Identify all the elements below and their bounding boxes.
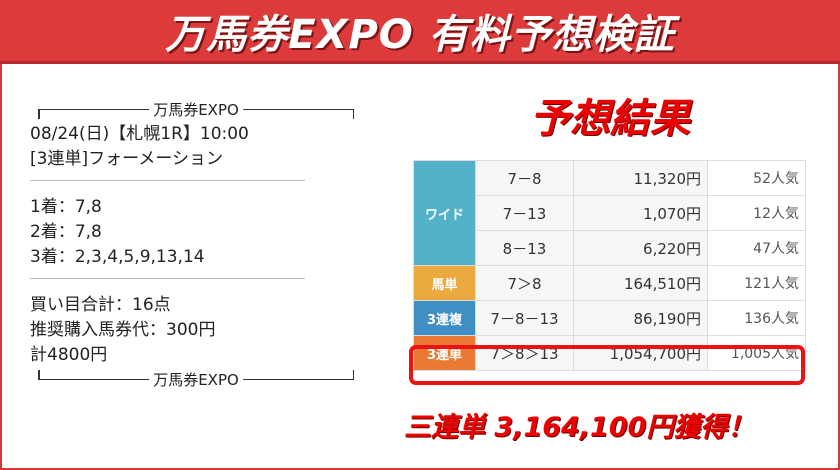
umatan-label: 馬単 bbox=[413, 265, 476, 301]
prediction-panel: 万馬券EXPO 08/24(日)【札幌1R】10:00 [3連単]フォーメーショ… bbox=[30, 98, 362, 392]
combo-cell: 8－13 bbox=[475, 230, 574, 266]
combo-cell: 7＞8＞13 bbox=[475, 335, 574, 371]
popularity-cell: 121人気 bbox=[707, 265, 806, 301]
popularity-cell: 1,005人気 bbox=[707, 335, 806, 371]
result-heading: 予想結果 bbox=[530, 96, 690, 142]
payout-cell: 1,054,700円 bbox=[573, 335, 708, 371]
popularity-cell: 12人気 bbox=[707, 195, 806, 231]
combo-cell: 7＞8 bbox=[475, 265, 574, 301]
third-place-picks: 3着：2,3,4,5,9,13,14 bbox=[30, 247, 205, 267]
winning-row-highlight bbox=[409, 345, 805, 385]
total-points: 買い目合計：16点 bbox=[30, 295, 171, 315]
header-banner: 万馬券EXPO 有料予想検証 bbox=[0, 0, 840, 64]
table-row: 3連単 7＞8＞13 1,054,700円 1,005人気 bbox=[413, 335, 806, 371]
bracket-top-label: 万馬券EXPO bbox=[149, 98, 243, 122]
divider bbox=[30, 180, 305, 181]
table-row: 3連複 7－8－13 86,190円 136人気 bbox=[413, 300, 806, 336]
table-row: 8－13 6,220円 47人気 bbox=[414, 230, 806, 266]
divider bbox=[30, 278, 305, 279]
payout-cell: 11,320円 bbox=[573, 160, 708, 196]
popularity-cell: 47人気 bbox=[707, 230, 806, 266]
bracket-top: 万馬券EXPO bbox=[30, 98, 362, 122]
sanrentan-label: 3連単 bbox=[413, 335, 476, 371]
payout-cell: 164,510円 bbox=[573, 265, 708, 301]
popularity-cell: 52人気 bbox=[707, 160, 806, 196]
table-row: 馬単 7＞8 164,510円 121人気 bbox=[413, 265, 806, 301]
bracket-bottom-label: 万馬券EXPO bbox=[149, 368, 243, 392]
bracket-bottom: 万馬券EXPO bbox=[30, 368, 362, 392]
wide-label: ワイド bbox=[413, 160, 476, 266]
sanrenpuku-label: 3連複 bbox=[413, 300, 476, 336]
total-win-text: 三連単 3,164,100円獲得！ bbox=[404, 412, 755, 443]
bet-type: [3連単]フォーメーション bbox=[30, 149, 224, 169]
results-table: ワイド 7－8 11,320円 52人気 7－13 1,070円 12人気 8－… bbox=[413, 160, 806, 371]
payout-cell: 1,070円 bbox=[573, 195, 708, 231]
first-place-picks: 1着：7,8 bbox=[30, 197, 102, 217]
race-info: 08/24(日)【札幌1R】10:00 bbox=[30, 124, 249, 144]
second-place-picks: 2着：7,8 bbox=[30, 222, 102, 242]
combo-cell: 7－8－13 bbox=[475, 300, 574, 336]
total-cost: 計4800円 bbox=[30, 345, 108, 365]
banner-title: 万馬券EXPO 有料予想検証 bbox=[165, 11, 675, 58]
combo-cell: 7－8 bbox=[475, 160, 574, 196]
table-row: ワイド 7－8 11,320円 52人気 bbox=[413, 160, 806, 266]
table-row: 7－13 1,070円 12人気 bbox=[414, 195, 806, 231]
payout-cell: 86,190円 bbox=[573, 300, 708, 336]
recommended-price: 推奨購入馬券代：300円 bbox=[30, 320, 216, 340]
payout-cell: 6,220円 bbox=[573, 230, 708, 266]
combo-cell: 7－13 bbox=[475, 195, 574, 231]
popularity-cell: 136人気 bbox=[707, 300, 806, 336]
